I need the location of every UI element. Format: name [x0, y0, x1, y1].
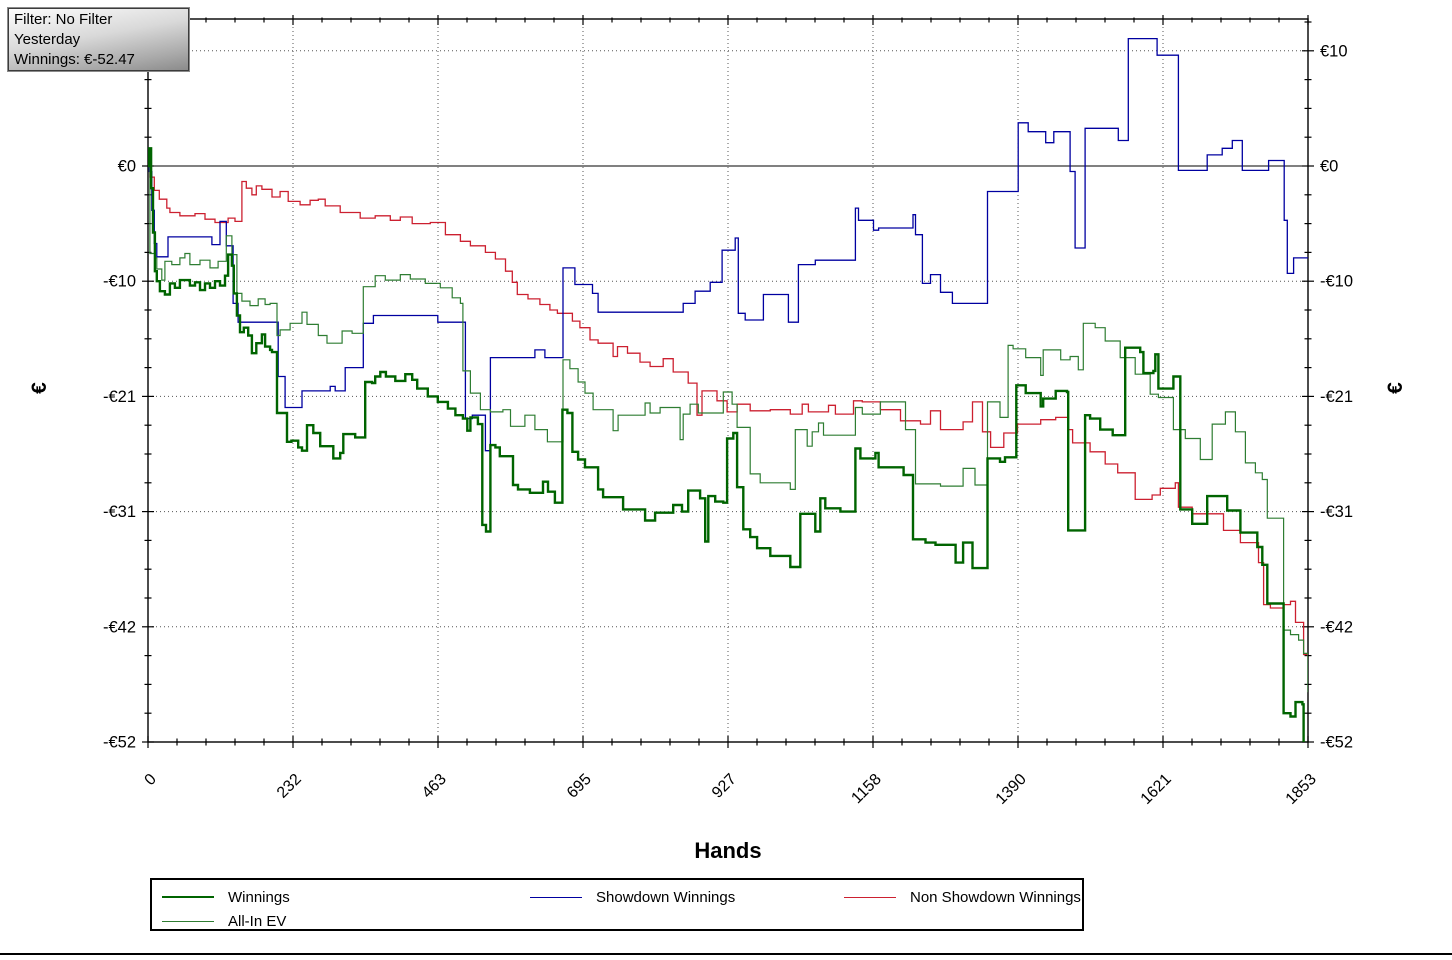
y-axis-label-left: -€21 [103, 388, 136, 406]
tooltip-period-line: Yesterday [14, 31, 81, 48]
x-axis-label: 1390 [993, 771, 1030, 808]
filter-tooltip: Filter: No Filter Yesterday Winnings: €-… [7, 7, 190, 72]
y-axis-label-left: -€42 [103, 618, 136, 636]
x-axis-title: Hands [694, 838, 761, 863]
y-axis-title-right: € [1384, 382, 1407, 394]
chart-legend: Winnings All-In EV Showdown Winnings Non Sh… [150, 878, 1084, 931]
y-axis-label-right: -€42 [1320, 618, 1353, 636]
series-line-non-showdown-winnings [148, 165, 1308, 656]
y-axis-label-right: €10 [1320, 42, 1348, 60]
y-axis-label-right: -€21 [1320, 388, 1353, 406]
x-axis-label: 695 [564, 771, 595, 802]
legend-swatch-all-in-ev [162, 920, 214, 922]
x-axis-label: 232 [274, 771, 305, 802]
legend-label: Winnings [228, 888, 290, 906]
x-axis-label: 463 [419, 771, 450, 802]
legend-swatch-winnings [162, 896, 214, 898]
series-line-all-in-ev [148, 154, 1308, 693]
legend-item-winnings: Winnings [162, 886, 290, 908]
legend-swatch-non-showdown-winnings [844, 896, 896, 898]
y-axis-label-right: -€52 [1320, 733, 1353, 751]
x-axis-label: 1158 [848, 771, 884, 807]
y-axis-label-right: €0 [1320, 158, 1338, 176]
legend-item-all-in-ev: All-In EV [162, 910, 286, 932]
legend-label: Showdown Winnings [596, 888, 736, 906]
x-axis-label: 1621 [1138, 771, 1175, 808]
y-axis-label-right: -€10 [1320, 273, 1353, 291]
legend-swatch-showdown-winnings [530, 896, 582, 898]
window-bottom-edge [0, 953, 1452, 955]
x-axis-label: 927 [709, 771, 740, 802]
x-axis-label: 0 [142, 771, 160, 789]
tooltip-filter-line: Filter: No Filter [14, 11, 113, 28]
y-axis-label-left: -€31 [103, 503, 136, 521]
y-axis-label-left: €0 [118, 158, 136, 176]
tooltip-winnings-line: Winnings: €-52.47 [14, 51, 135, 68]
legend-label: All-In EV [228, 912, 287, 930]
y-axis-label-left: -€10 [103, 273, 136, 291]
legend-item-non-showdown-winnings: Non Showdown Winnings [844, 886, 1081, 908]
x-axis-label: 1853 [1283, 771, 1320, 808]
y-axis-label-right: -€31 [1320, 503, 1353, 521]
y-axis-title-left: € [28, 382, 51, 394]
y-axis-label-left: -€52 [103, 733, 136, 751]
series-line-winnings [148, 147, 1308, 742]
legend-item-showdown-winnings: Showdown Winnings [530, 886, 735, 908]
legend-label: Non Showdown Winnings [910, 888, 1081, 906]
series-line-showdown-winnings [148, 37, 1308, 452]
